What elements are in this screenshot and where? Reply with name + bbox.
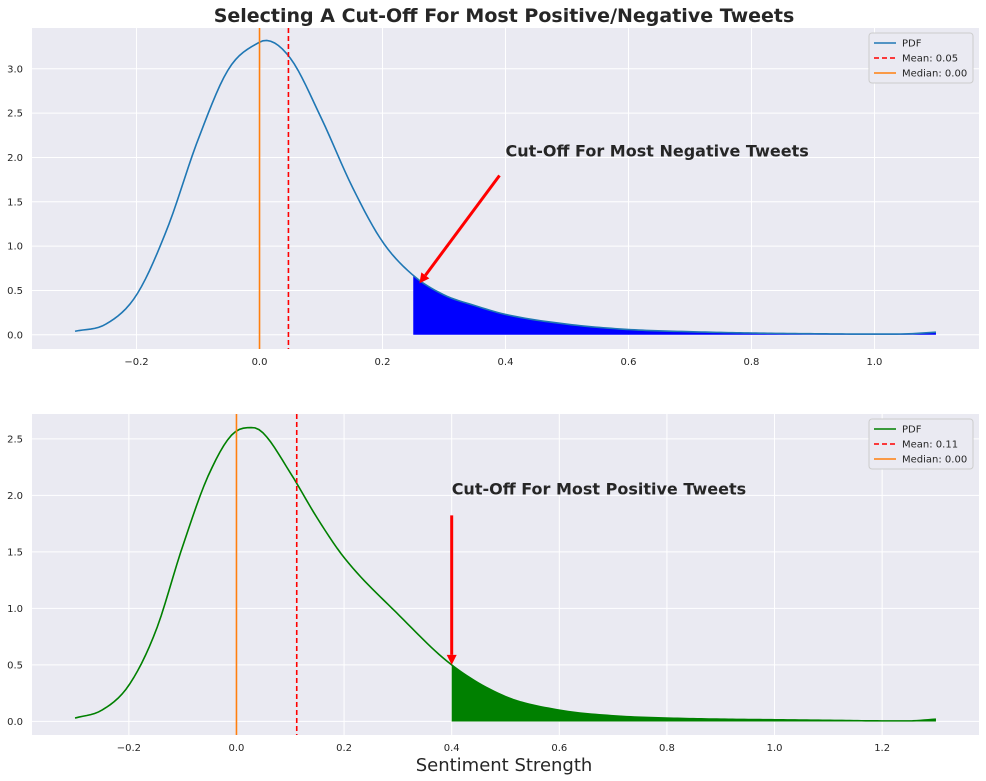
figure-title: Selecting A Cut-Off For Most Positive/Ne… bbox=[214, 5, 795, 27]
annotation-arrow-shaft bbox=[424, 174, 501, 277]
x-tick-label: 0.2 bbox=[375, 357, 391, 368]
x-tick-label: 0.4 bbox=[498, 357, 514, 368]
x-tick-label: 0.8 bbox=[659, 743, 675, 754]
x-tick-label: 0.6 bbox=[621, 357, 637, 368]
y-tick-label: 2.5 bbox=[7, 434, 23, 445]
cutoff-shaded-region bbox=[451, 664, 936, 722]
x-tick-label: 0.0 bbox=[229, 743, 245, 754]
y-tick-label: 3.0 bbox=[7, 64, 23, 75]
y-tick-label: 1.5 bbox=[7, 547, 23, 558]
y-tick-label: 1.5 bbox=[7, 197, 23, 208]
legend-label: Mean: 0.11 bbox=[902, 440, 958, 451]
x-axis-label: Sentiment Strength bbox=[416, 755, 593, 776]
y-tick-label: 1.0 bbox=[7, 604, 23, 615]
legend-label: PDF bbox=[902, 39, 922, 50]
legend-label: Median: 0.00 bbox=[902, 69, 967, 80]
annotation-text: Cut-Off For Most Positive Tweets bbox=[452, 479, 746, 498]
y-tick-label: 0.0 bbox=[7, 330, 23, 341]
y-tick-label: 0.0 bbox=[7, 717, 23, 728]
legend-label: Mean: 0.05 bbox=[902, 54, 958, 65]
legend-label: PDF bbox=[902, 425, 922, 436]
legend bbox=[868, 418, 974, 470]
cutoff-shaded-region bbox=[413, 275, 936, 335]
axes-background bbox=[32, 414, 979, 735]
y-tick-label: 2.0 bbox=[7, 491, 23, 502]
pdf-line bbox=[74, 426, 937, 722]
y-tick-label: 2.0 bbox=[7, 153, 23, 164]
x-tick-label: −0.2 bbox=[117, 743, 141, 754]
top-chart: −0.2 0.0 0.2 0.4 0.6 0.8 1.0 0.0 0.5 1.0 1.5 2.0 2.5… bbox=[7, 28, 979, 368]
annotation-text: Cut-Off For Most Negative Tweets bbox=[506, 141, 809, 160]
bottom-chart: −0.2 0.0 0.2 0.4 0.6 0.8 1.0 1.2 0.0 0.5 1.0 1.5 2.0… bbox=[7, 414, 979, 754]
x-tick-label: −0.2 bbox=[124, 357, 148, 368]
pdf-line bbox=[74, 39, 937, 335]
y-tick-label: 0.5 bbox=[7, 286, 23, 297]
x-tick-label: 1.0 bbox=[867, 357, 883, 368]
annotation-arrow-head bbox=[446, 654, 457, 665]
x-tick-label: 0.6 bbox=[551, 743, 567, 754]
legend bbox=[868, 32, 974, 84]
y-tick-label: 2.5 bbox=[7, 109, 23, 120]
y-tick-label: 0.5 bbox=[7, 660, 23, 671]
annotation-arrow-head bbox=[419, 272, 430, 284]
x-tick-label: 1.0 bbox=[767, 743, 783, 754]
x-tick-label: 0.4 bbox=[444, 743, 460, 754]
x-tick-label: 0.8 bbox=[744, 357, 760, 368]
x-tick-label: 0.2 bbox=[336, 743, 352, 754]
x-tick-label: 0.0 bbox=[252, 357, 268, 368]
x-tick-label: 1.2 bbox=[874, 743, 890, 754]
y-tick-label: 1.0 bbox=[7, 242, 23, 253]
legend-label: Median: 0.00 bbox=[902, 455, 967, 466]
